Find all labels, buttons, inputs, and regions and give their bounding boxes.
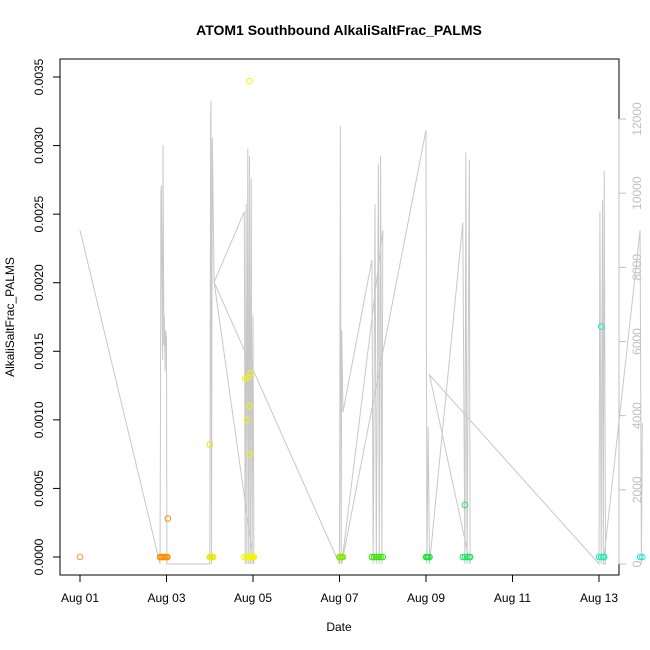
data-point — [426, 553, 433, 561]
data-point — [377, 553, 384, 561]
data-point — [597, 553, 605, 561]
y2-tick-label: 6000 — [630, 328, 644, 355]
x-tick-label: Aug 05 — [234, 591, 272, 605]
data-point — [373, 553, 380, 561]
x-tick-label: Aug 11 — [494, 591, 531, 605]
data-point — [459, 553, 467, 561]
x-tick-label: Aug 01 — [61, 591, 99, 605]
data-point — [466, 553, 474, 561]
points-group — [76, 77, 646, 561]
data-point — [164, 515, 172, 522]
data-point — [375, 553, 382, 561]
y-tick-label: 0.0035 — [32, 58, 46, 95]
y-tick-label: 0.0020 — [32, 264, 46, 301]
data-point — [245, 402, 253, 410]
x-tick-label: Aug 09 — [407, 591, 445, 605]
x-tick-label: Aug 07 — [320, 591, 358, 605]
data-point — [209, 553, 217, 561]
y2-tick-label: 10000 — [630, 176, 644, 210]
y2-tick-label: 2000 — [630, 476, 644, 503]
data-point — [339, 553, 347, 561]
x-axis: Aug 01 Aug 03 Aug 05 Aug 07 Aug 09 Aug 11 Aug … — [61, 574, 618, 605]
x-tick-label: Aug 13 — [580, 591, 618, 605]
x-tick-label: Aug 03 — [147, 591, 185, 605]
data-point — [246, 450, 254, 458]
y-tick-label: 0.0010 — [32, 401, 46, 438]
y-tick-label: 0.0000 — [32, 538, 46, 575]
data-point — [250, 553, 258, 561]
y2-tick-label: 4000 — [630, 402, 644, 429]
secondary-line-group — [79, 100, 643, 566]
y2-tick-label: 8000 — [630, 254, 644, 281]
y2-tick-label: 0 — [630, 560, 644, 567]
data-point — [244, 374, 252, 381]
data-point — [76, 553, 84, 561]
secondary-series-line — [79, 100, 643, 566]
y-axis-label: AlkaliSaltFrac_PALMS — [3, 257, 17, 377]
data-point — [461, 501, 469, 509]
y-tick-label: 0.0005 — [32, 470, 46, 507]
data-point — [370, 553, 378, 561]
data-point — [368, 553, 376, 561]
y-axis: 0.0000 0.0005 0.0010 0.0015 0.0020 0.0025 0.00… — [32, 58, 61, 575]
data-point — [243, 416, 251, 424]
data-point — [639, 553, 646, 561]
chart-title: ATOM1 Southbound AlkaliSaltFrac_PALMS — [196, 22, 482, 38]
data-point — [600, 553, 608, 561]
x-axis-label: Date — [326, 620, 352, 634]
y-tick-label: 0.0015 — [32, 333, 46, 370]
y2-tick-label: 12000 — [630, 102, 644, 136]
y-tick-label: 0.0030 — [32, 127, 46, 164]
data-point — [379, 553, 387, 561]
y-tick-label: 0.0025 — [32, 195, 46, 232]
y2-axis: 0 2000 4000 6000 8000 10000 12000 — [618, 102, 644, 567]
data-point — [597, 323, 605, 330]
data-point — [246, 77, 253, 85]
data-point — [206, 441, 214, 448]
data-point — [636, 553, 644, 561]
data-point — [164, 553, 171, 561]
data-point — [463, 553, 471, 561]
